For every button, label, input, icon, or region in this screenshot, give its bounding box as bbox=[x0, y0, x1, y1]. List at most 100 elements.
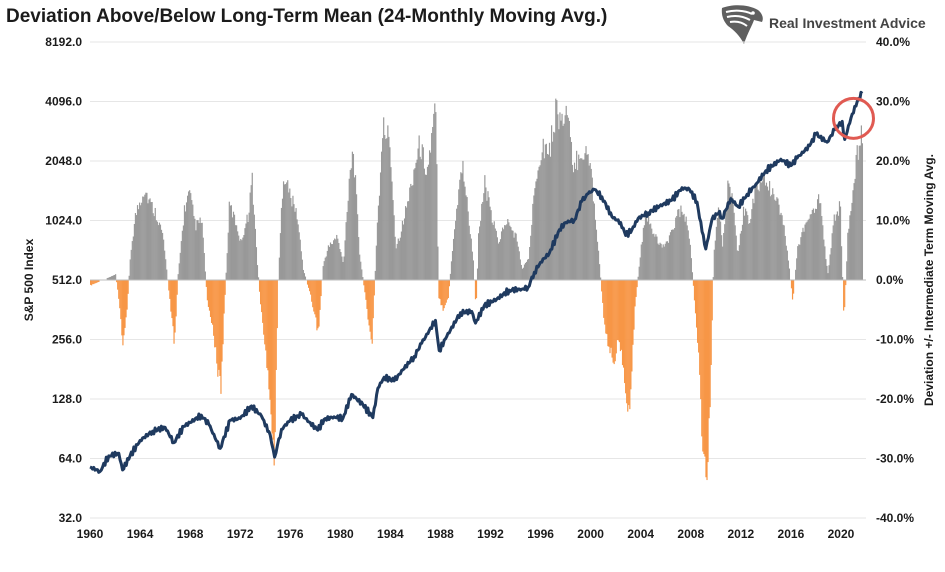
deviation-bar bbox=[586, 154, 588, 280]
deviation-bar bbox=[493, 221, 495, 280]
deviation-bar bbox=[494, 228, 496, 280]
deviation-bar bbox=[541, 152, 543, 280]
deviation-bar bbox=[418, 135, 420, 280]
deviation-bar bbox=[521, 268, 523, 280]
deviation-bar bbox=[437, 246, 439, 280]
deviation-bar bbox=[94, 280, 96, 284]
right-axis-ticks: 40.0% 30.0% 20.0% 10.0% 0.0% -10.0% -20.0% -30.… bbox=[876, 35, 914, 525]
deviation-bar bbox=[412, 185, 414, 280]
deviation-bar bbox=[820, 203, 822, 280]
deviation-bar bbox=[350, 168, 352, 280]
deviation-bar bbox=[377, 205, 380, 280]
deviation-bar bbox=[694, 280, 697, 314]
deviation-bar bbox=[771, 194, 773, 280]
deviation-bar bbox=[604, 280, 606, 325]
deviation-bar bbox=[848, 228, 850, 280]
deviation-bar bbox=[414, 168, 416, 280]
deviation-bar bbox=[734, 225, 736, 280]
deviation-bar bbox=[359, 254, 361, 280]
deviation-bar bbox=[239, 240, 241, 280]
deviation-bar bbox=[472, 260, 474, 280]
deviation-bar bbox=[800, 237, 802, 280]
deviation-bar bbox=[442, 280, 444, 311]
deviation-bar bbox=[143, 196, 145, 280]
deviation-bar bbox=[266, 280, 268, 368]
deviation-bar bbox=[187, 195, 189, 280]
deviation-bar bbox=[441, 280, 443, 306]
deviation-bar bbox=[626, 280, 628, 404]
deviation-bar bbox=[775, 201, 777, 280]
deviation-bar bbox=[591, 177, 593, 280]
deviation-bar bbox=[449, 273, 452, 280]
deviation-bar bbox=[388, 136, 390, 280]
deviation-bar bbox=[807, 219, 809, 280]
deviation-bar bbox=[422, 147, 424, 280]
deviation-bar bbox=[655, 234, 657, 280]
x-tick-label: 2016 bbox=[778, 527, 805, 541]
deviation-bar bbox=[764, 185, 767, 280]
deviation-bar bbox=[529, 247, 531, 280]
deviation-bar bbox=[842, 277, 844, 280]
deviation-bar bbox=[806, 221, 808, 280]
deviation-bar bbox=[858, 145, 860, 280]
deviation-bar bbox=[286, 182, 288, 280]
deviation-bar bbox=[455, 220, 457, 280]
deviation-bar bbox=[809, 214, 811, 280]
deviation-bar bbox=[275, 280, 277, 370]
deviation-bar bbox=[513, 237, 515, 280]
sp500-index-line bbox=[89, 90, 864, 474]
deviation-bar bbox=[703, 280, 705, 455]
deviation-bar bbox=[527, 259, 529, 280]
deviation-bar bbox=[643, 225, 646, 280]
deviation-bar bbox=[415, 162, 417, 280]
deviation-bar bbox=[258, 280, 261, 292]
deviation-bar bbox=[195, 230, 197, 280]
deviation-bar bbox=[142, 196, 144, 280]
deviation-bar bbox=[758, 191, 760, 280]
deviation-bar bbox=[839, 206, 842, 280]
deviation-bar bbox=[642, 227, 644, 280]
deviation-bar bbox=[355, 194, 358, 280]
deviation-bar bbox=[585, 146, 587, 280]
deviation-bar bbox=[92, 280, 94, 285]
deviation-bar bbox=[686, 225, 688, 280]
deviation-bar bbox=[406, 207, 408, 280]
deviation-bar bbox=[486, 200, 488, 280]
deviation-bar bbox=[219, 280, 221, 376]
deviation-bar bbox=[183, 205, 186, 280]
brand-name: Real Investment Advice bbox=[769, 15, 926, 31]
deviation-bar bbox=[787, 260, 789, 280]
deviation-bar bbox=[523, 264, 526, 280]
deviation-bar bbox=[799, 244, 801, 280]
deviation-bar bbox=[677, 209, 679, 280]
deviation-bar bbox=[232, 211, 235, 280]
deviation-bar bbox=[615, 280, 617, 354]
deviation-bar bbox=[728, 183, 730, 280]
deviation-bar bbox=[611, 280, 613, 358]
deviation-bar bbox=[833, 214, 835, 280]
deviation-bar bbox=[855, 154, 857, 280]
deviation-bar bbox=[112, 275, 115, 280]
deviation-bar bbox=[445, 280, 447, 303]
deviation-bar bbox=[496, 237, 498, 280]
deviation-bar bbox=[304, 276, 307, 280]
deviation-bar bbox=[854, 178, 856, 280]
deviation-bar bbox=[853, 183, 855, 280]
deviation-bar bbox=[632, 280, 634, 345]
deviation-bar bbox=[237, 231, 239, 280]
right-tick-label: 20.0% bbox=[876, 154, 910, 168]
deviation-bar bbox=[458, 189, 460, 280]
deviation-bar bbox=[480, 221, 482, 280]
deviation-bar bbox=[730, 196, 732, 280]
deviation-bar bbox=[687, 230, 689, 280]
deviation-bar bbox=[653, 233, 655, 280]
deviation-bar bbox=[761, 181, 763, 280]
deviation-bar bbox=[262, 280, 264, 323]
deviation-bar bbox=[265, 280, 267, 351]
deviation-bar bbox=[532, 203, 534, 280]
deviation-bar bbox=[243, 234, 245, 280]
deviation-bar bbox=[357, 214, 359, 280]
deviation-bar bbox=[460, 172, 462, 280]
deviation-bar bbox=[417, 148, 419, 280]
